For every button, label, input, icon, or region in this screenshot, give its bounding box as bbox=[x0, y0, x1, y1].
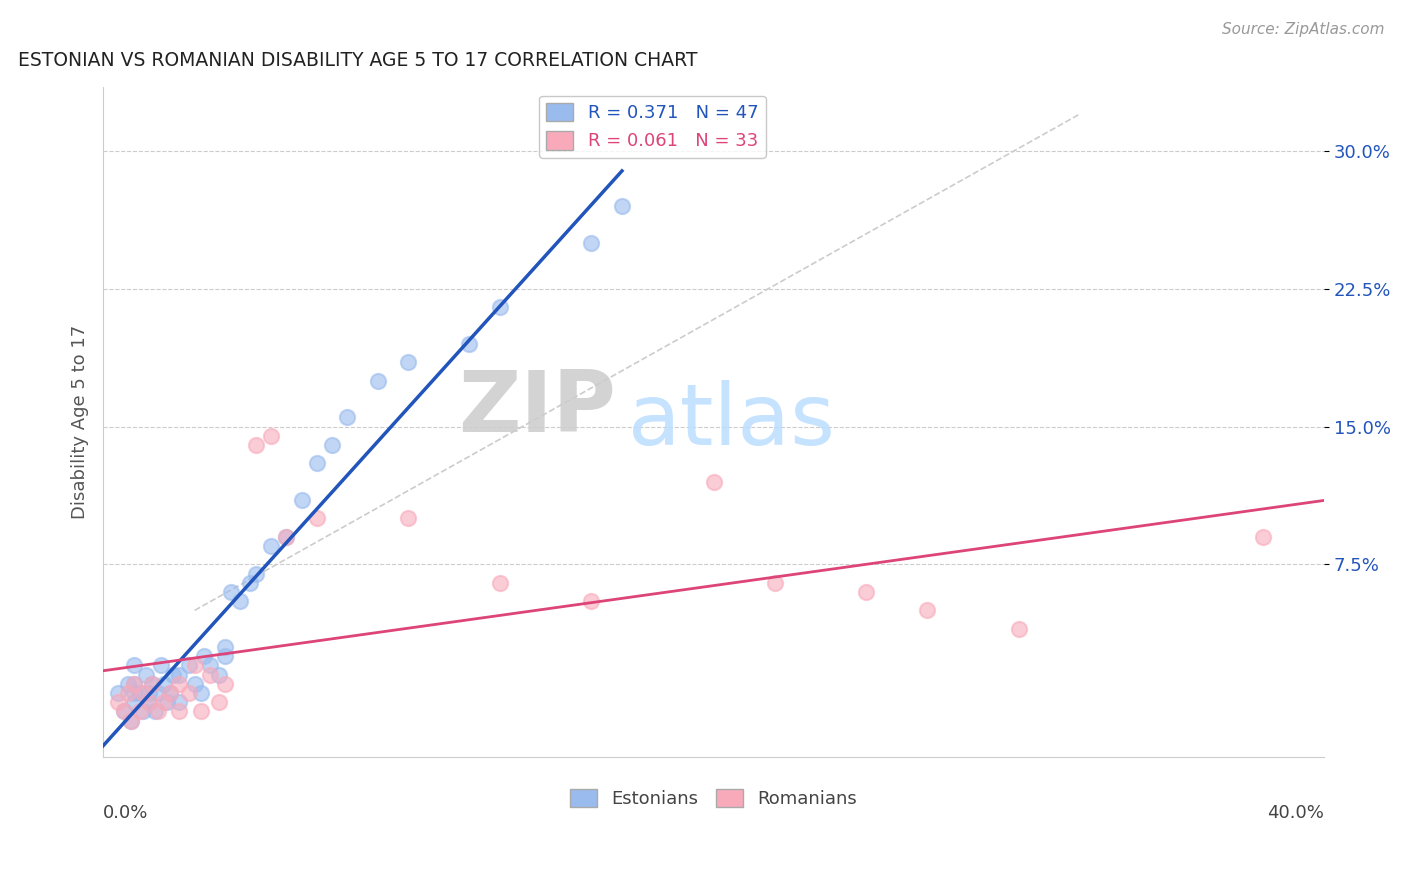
Point bbox=[146, 705, 169, 719]
Point bbox=[169, 695, 191, 709]
Point bbox=[107, 686, 129, 700]
Point bbox=[122, 658, 145, 673]
Point bbox=[150, 658, 173, 673]
Point bbox=[396, 355, 419, 369]
Point bbox=[214, 677, 236, 691]
Point bbox=[120, 714, 142, 728]
Point bbox=[229, 594, 252, 608]
Point bbox=[581, 594, 603, 608]
Point bbox=[120, 714, 142, 728]
Point bbox=[214, 640, 236, 654]
Point bbox=[855, 585, 877, 599]
Point bbox=[141, 677, 163, 691]
Point bbox=[153, 695, 176, 709]
Point bbox=[190, 686, 212, 700]
Point bbox=[489, 575, 512, 590]
Point bbox=[169, 677, 191, 691]
Point bbox=[198, 667, 221, 681]
Point bbox=[336, 410, 359, 425]
Point bbox=[190, 705, 212, 719]
Text: Source: ZipAtlas.com: Source: ZipAtlas.com bbox=[1222, 22, 1385, 37]
Point bbox=[1008, 622, 1031, 636]
Point bbox=[135, 667, 157, 681]
Point bbox=[214, 649, 236, 664]
Text: ESTONIAN VS ROMANIAN DISABILITY AGE 5 TO 17 CORRELATION CHART: ESTONIAN VS ROMANIAN DISABILITY AGE 5 TO… bbox=[18, 51, 697, 70]
Point bbox=[702, 475, 724, 489]
Point bbox=[290, 493, 312, 508]
Point bbox=[489, 300, 512, 314]
Point bbox=[260, 429, 283, 443]
Point bbox=[245, 566, 267, 581]
Point bbox=[276, 530, 298, 544]
Point bbox=[581, 235, 603, 250]
Point bbox=[153, 677, 176, 691]
Point bbox=[208, 695, 231, 709]
Point bbox=[177, 658, 200, 673]
Point bbox=[114, 705, 136, 719]
Point bbox=[305, 456, 328, 470]
Text: 0.0%: 0.0% bbox=[103, 805, 149, 822]
Text: 40.0%: 40.0% bbox=[1267, 805, 1324, 822]
Point bbox=[138, 686, 160, 700]
Point bbox=[221, 585, 243, 599]
Point bbox=[367, 374, 389, 388]
Point bbox=[122, 677, 145, 691]
Point bbox=[122, 686, 145, 700]
Point bbox=[169, 705, 191, 719]
Point bbox=[305, 511, 328, 525]
Point bbox=[260, 539, 283, 553]
Y-axis label: Disability Age 5 to 17: Disability Age 5 to 17 bbox=[72, 325, 89, 519]
Point bbox=[198, 658, 221, 673]
Point bbox=[138, 695, 160, 709]
Point bbox=[143, 705, 166, 719]
Point bbox=[117, 686, 139, 700]
Point bbox=[117, 677, 139, 691]
Legend: Estonians, Romanians: Estonians, Romanians bbox=[562, 781, 865, 815]
Point bbox=[396, 511, 419, 525]
Point bbox=[193, 649, 215, 664]
Point bbox=[177, 686, 200, 700]
Point bbox=[138, 695, 160, 709]
Point bbox=[159, 686, 181, 700]
Point bbox=[169, 667, 191, 681]
Point bbox=[128, 705, 150, 719]
Point bbox=[1251, 530, 1274, 544]
Point bbox=[162, 667, 184, 681]
Point bbox=[915, 603, 938, 617]
Point bbox=[183, 658, 205, 673]
Text: ZIP: ZIP bbox=[458, 367, 616, 450]
Point bbox=[245, 438, 267, 452]
Point bbox=[183, 677, 205, 691]
Point bbox=[146, 686, 169, 700]
Point bbox=[141, 677, 163, 691]
Point bbox=[458, 336, 481, 351]
Point bbox=[276, 530, 298, 544]
Point bbox=[114, 705, 136, 719]
Point bbox=[132, 686, 155, 700]
Text: atlas: atlas bbox=[628, 381, 837, 464]
Point bbox=[128, 686, 150, 700]
Point bbox=[763, 575, 786, 590]
Point bbox=[159, 686, 181, 700]
Point bbox=[156, 695, 179, 709]
Point bbox=[122, 695, 145, 709]
Point bbox=[610, 199, 633, 213]
Point bbox=[122, 677, 145, 691]
Point bbox=[321, 438, 343, 452]
Point bbox=[132, 705, 155, 719]
Point bbox=[239, 575, 262, 590]
Point bbox=[107, 695, 129, 709]
Point bbox=[208, 667, 231, 681]
